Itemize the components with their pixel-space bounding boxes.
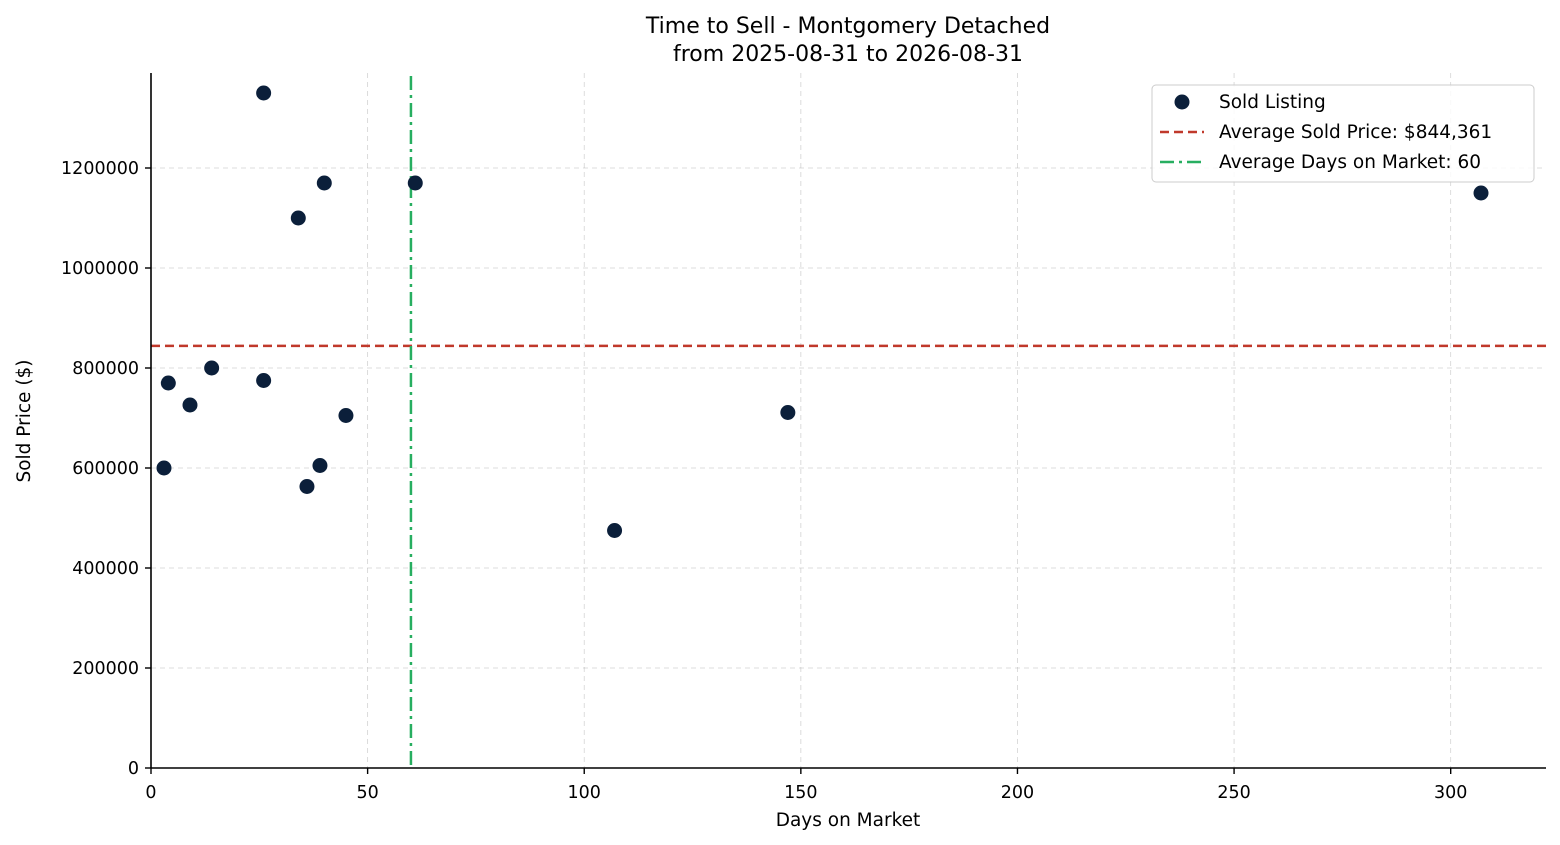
y-tick-label: 1000000 <box>61 259 139 279</box>
y-tick-label: 200000 <box>72 659 139 679</box>
sold-listing-point <box>256 373 272 388</box>
sold-listing-point <box>607 523 623 538</box>
y-tick-label: 600000 <box>72 459 139 479</box>
x-tick-label: 200 <box>1001 783 1034 803</box>
x-tick-label: 250 <box>1217 783 1250 803</box>
legend-label-sold-listing: Sold Listing <box>1219 92 1326 113</box>
sold-listing-point <box>312 458 328 473</box>
x-tick-label: 100 <box>568 783 601 803</box>
data-points <box>156 85 1489 538</box>
y-axis-label: Sold Price ($) <box>14 359 35 482</box>
x-tick-label: 50 <box>356 783 378 803</box>
x-tick-label: 300 <box>1434 783 1467 803</box>
sold-listing-point <box>156 460 172 476</box>
y-tick-label: 0 <box>128 759 139 779</box>
y-tick-label: 1200000 <box>61 159 139 179</box>
sold-listing-point <box>780 405 796 420</box>
reference-lines <box>151 76 1546 768</box>
x-axis-label: Days on Market <box>776 810 921 831</box>
sold-listing-point <box>338 408 354 423</box>
legend: Sold Listing Average Sold Price: $844,36… <box>1151 84 1535 183</box>
y-tick-label: 400000 <box>72 559 139 579</box>
y-tick-label: 800000 <box>72 359 139 379</box>
legend-box <box>1151 84 1535 183</box>
legend-label-average-days: Average Days on Market: 60 <box>1219 152 1481 173</box>
sold-listing-point <box>316 175 332 191</box>
x-tick-label: 0 <box>145 783 156 803</box>
sold-listing-point <box>182 397 198 413</box>
sold-listing-point <box>160 375 176 391</box>
sold-listing-point <box>256 85 272 101</box>
x-tick-label: 150 <box>784 783 817 803</box>
sold-listing-point <box>299 479 315 494</box>
chart-title: Time to Sell - Montgomery Detached <box>645 14 1050 39</box>
chart-subtitle: from 2025-08-31 to 2026-08-31 <box>673 42 1023 67</box>
sold-listing-point <box>407 175 423 191</box>
y-axis-ticks: 0 200000 400000 600000 800000 1000000 1200000 <box>61 159 151 779</box>
legend-marker-sold-listing <box>1174 94 1190 110</box>
axes <box>150 73 1546 769</box>
legend-label-average-price: Average Sold Price: $844,361 <box>1219 122 1492 143</box>
sold-listing-point <box>290 210 306 226</box>
sold-listing-point <box>1473 185 1489 201</box>
x-axis-ticks: 0 50 100 150 200 250 300 <box>145 768 1467 803</box>
sold-listing-point <box>204 360 220 376</box>
